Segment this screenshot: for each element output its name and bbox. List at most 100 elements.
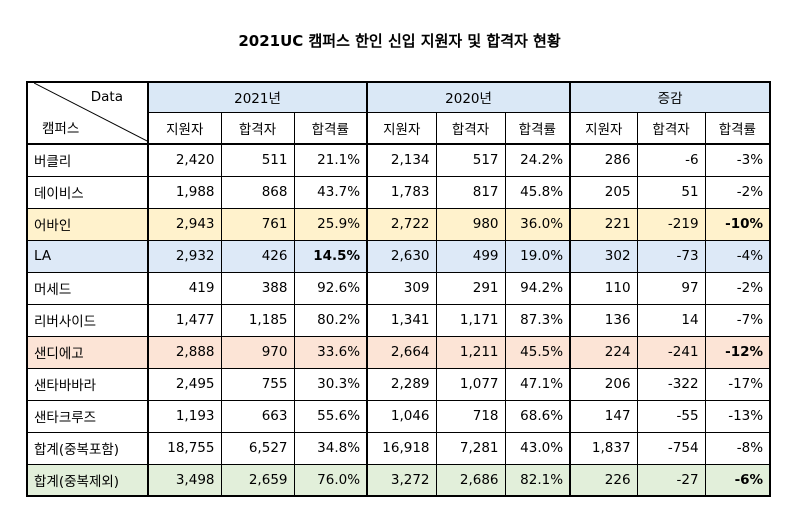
value-cell: 499 — [435, 239, 506, 273]
value-cell: 1,193 — [147, 399, 222, 433]
value-cell: 7,281 — [435, 431, 506, 465]
value-cell: 33.6% — [293, 335, 368, 369]
value-cell: 82.1% — [504, 463, 571, 497]
subheader-cell: 지원자 — [569, 111, 638, 145]
value-cell: 43.0% — [504, 431, 571, 465]
value-cell: 2,495 — [147, 367, 222, 401]
table-row: 데이비스 1,988 868 43.7% 1,783 817 45.8% 205 51 -2% — [26, 175, 771, 209]
campus-name-cell: 어바인 — [26, 207, 149, 241]
value-cell: 87.3% — [504, 303, 571, 337]
value-cell: 3,272 — [366, 463, 437, 497]
campus-name-cell: 합계(중복포함) — [26, 431, 149, 465]
table-row: 머세드 419 388 92.6% 309 291 94.2% 110 97 -2% — [26, 271, 771, 305]
value-cell: -2% — [704, 175, 771, 209]
value-cell: 47.1% — [504, 367, 571, 401]
value-cell: 1,988 — [147, 175, 222, 209]
value-cell: -219 — [636, 207, 706, 241]
value-cell: 14 — [636, 303, 706, 337]
value-cell: 2,134 — [366, 143, 437, 177]
value-cell: -12% — [704, 335, 771, 369]
group-header-2021: 2021년 — [146, 81, 368, 113]
campus-name-cell: 샌디에고 — [26, 335, 149, 369]
value-cell: -241 — [636, 335, 706, 369]
value-cell: 755 — [220, 367, 295, 401]
header-row-sub: 지원자 합격자 합격률 지원자 합격자 합격률 지원자 합격자 합격률 — [27, 111, 771, 145]
value-cell: -10% — [704, 207, 771, 241]
value-cell: 511 — [220, 143, 295, 177]
corner-label-campus: 캠퍼스 — [42, 121, 80, 137]
value-cell: 718 — [435, 399, 506, 433]
value-cell: -8% — [704, 431, 771, 465]
value-cell: 1,477 — [147, 303, 222, 337]
table-body: Data 캠퍼스 2021년 2020년 증감 지원자 합격자 합격률 지원자 … — [26, 81, 771, 497]
value-cell: -6 — [636, 143, 706, 177]
value-cell: 817 — [435, 175, 506, 209]
table-row: 리버사이드 1,477 1,185 80.2% 1,341 1,171 87.3% 136 14… — [26, 303, 771, 337]
table-row: 어바인 2,943 761 25.9% 2,722 980 36.0% 221 -219 -10% — [26, 207, 771, 241]
value-cell: 761 — [220, 207, 295, 241]
value-cell: 1,341 — [366, 303, 437, 337]
value-cell: 226 — [569, 463, 638, 497]
value-cell: 2,664 — [366, 335, 437, 369]
value-cell: -6% — [704, 463, 771, 497]
value-cell: 55.6% — [293, 399, 368, 433]
subheader-cell: 합격률 — [704, 111, 771, 145]
value-cell: 970 — [220, 335, 295, 369]
value-cell: 1,783 — [366, 175, 437, 209]
value-cell: 419 — [147, 271, 222, 305]
value-cell: 14.5% — [293, 239, 368, 273]
subheader-cell: 합격자 — [220, 111, 295, 145]
subheader-cell: 합격자 — [435, 111, 506, 145]
value-cell: 94.2% — [504, 271, 571, 305]
value-cell: -7% — [704, 303, 771, 337]
corner-cell: Data 캠퍼스 — [26, 81, 149, 145]
campus-name-cell: 샌타크루즈 — [26, 399, 149, 433]
value-cell: -17% — [704, 367, 771, 401]
value-cell: 16,918 — [366, 431, 437, 465]
campus-name-cell: 머세드 — [26, 271, 149, 305]
value-cell: -4% — [704, 239, 771, 273]
value-cell: 221 — [569, 207, 638, 241]
value-cell: -2% — [704, 271, 771, 305]
table-row: 합계(중복포함) 18,755 6,527 34.8% 16,918 7,281 43.0%… — [26, 431, 771, 465]
subheader-cell: 합격자 — [636, 111, 706, 145]
value-cell: 302 — [569, 239, 638, 273]
value-cell: 34.8% — [293, 431, 368, 465]
campus-name-cell: 버클리 — [26, 143, 149, 177]
value-cell: 2,943 — [147, 207, 222, 241]
value-cell: 80.2% — [293, 303, 368, 337]
table-row: 버클리 2,420 511 21.1% 2,134 517 24.2% 286 -6 -3% — [26, 143, 771, 177]
value-cell: 286 — [569, 143, 638, 177]
value-cell: 2,722 — [366, 207, 437, 241]
campus-name-cell: 리버사이드 — [26, 303, 149, 337]
value-cell: 21.1% — [293, 143, 368, 177]
value-cell: 224 — [569, 335, 638, 369]
value-cell: 426 — [220, 239, 295, 273]
campus-name-cell: LA — [26, 239, 149, 273]
value-cell: 868 — [220, 175, 295, 209]
value-cell: 663 — [220, 399, 295, 433]
value-cell: 18,755 — [147, 431, 222, 465]
value-cell: 1,046 — [366, 399, 437, 433]
value-cell: 97 — [636, 271, 706, 305]
value-cell: 110 — [569, 271, 638, 305]
value-cell: 45.8% — [504, 175, 571, 209]
value-cell: 2,420 — [147, 143, 222, 177]
value-cell: 1,211 — [435, 335, 506, 369]
value-cell: -73 — [636, 239, 706, 273]
page-title: 2021UC 캠퍼스 한인 신입 지원자 및 합격자 현황 — [238, 32, 561, 50]
value-cell: 147 — [569, 399, 638, 433]
subheader-cell: 합격률 — [504, 111, 571, 145]
value-cell: 51 — [636, 175, 706, 209]
table-row: 샌디에고 2,888 970 33.6% 2,664 1,211 45.5% 224 -241-… — [26, 335, 771, 369]
value-cell: -322 — [636, 367, 706, 401]
value-cell: 30.3% — [293, 367, 368, 401]
value-cell: -754 — [636, 431, 706, 465]
value-cell: 25.9% — [293, 207, 368, 241]
campus-name-cell: 데이비스 — [26, 175, 149, 209]
value-cell: 19.0% — [504, 239, 571, 273]
value-cell: 1,171 — [435, 303, 506, 337]
value-cell: 3,498 — [147, 463, 222, 497]
value-cell: 2,888 — [147, 335, 222, 369]
table-row: 샌타크루즈 1,193 663 55.6% 1,046 718 68.6% 147 -55 -13… — [26, 399, 771, 433]
